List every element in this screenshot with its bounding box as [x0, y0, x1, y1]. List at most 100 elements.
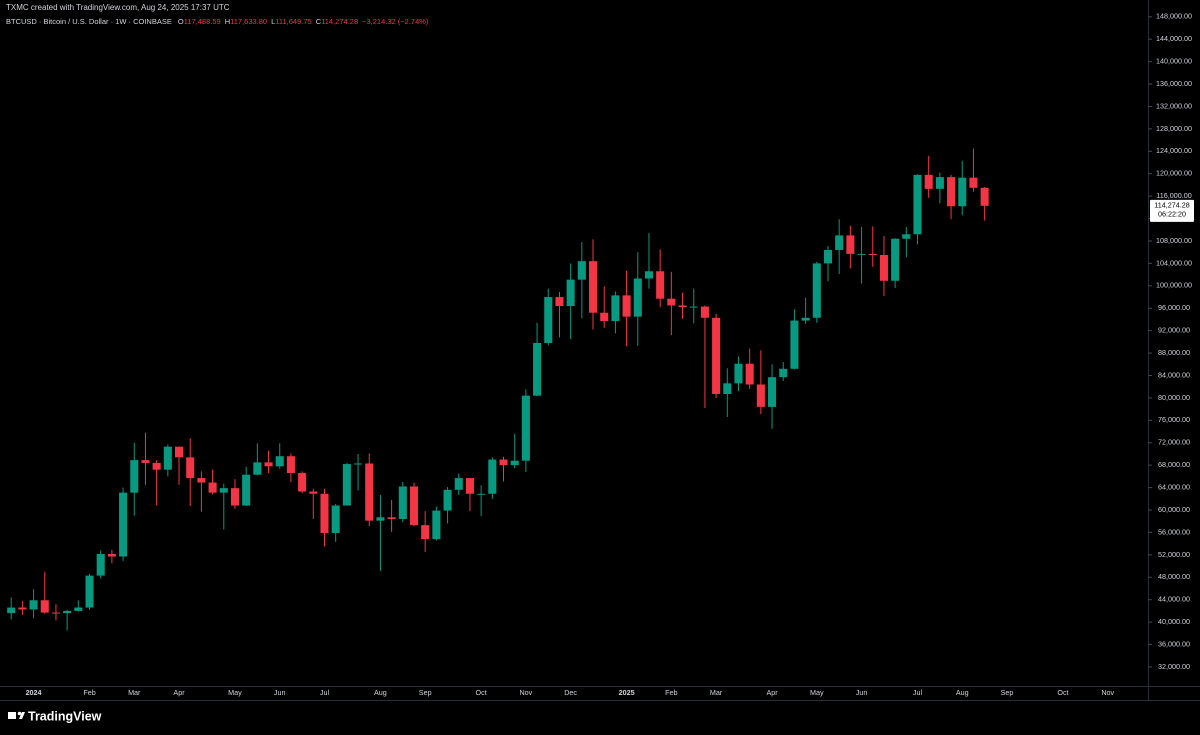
candle-body — [488, 459, 497, 494]
y-tick-label: 44,000.00 — [1158, 595, 1190, 604]
x-tick-label: Aug — [956, 688, 969, 697]
candle-body — [935, 177, 944, 189]
candle-body — [309, 491, 318, 494]
candle-body — [376, 517, 385, 521]
y-tick-label: 132,000.00 — [1156, 101, 1192, 110]
y-tick-label: 72,000.00 — [1158, 438, 1190, 447]
x-tick-label: Aug — [374, 688, 387, 697]
y-tick-label: 120,000.00 — [1156, 169, 1192, 178]
candle-body — [980, 187, 989, 206]
candle-body — [779, 368, 788, 378]
candle-body — [174, 446, 184, 458]
x-tick-label: Nov — [1101, 688, 1114, 697]
candle-body — [365, 463, 374, 521]
y-tick-label: 108,000.00 — [1156, 236, 1192, 245]
candles — [7, 148, 989, 631]
x-tick-label: 2024 — [26, 688, 42, 697]
candle-body — [96, 554, 105, 576]
candle-body — [286, 456, 295, 474]
ohlc-key: O — [178, 17, 184, 26]
candle-body — [119, 492, 128, 557]
x-tick-label: May — [810, 688, 824, 697]
candle-body — [958, 177, 967, 207]
y-tick-label: 104,000.00 — [1156, 258, 1192, 267]
candle-body — [18, 607, 27, 610]
candle-body — [320, 493, 329, 533]
x-tick-label: Apr — [173, 688, 185, 697]
x-tick-label: Jun — [274, 688, 286, 697]
candle-body — [544, 297, 553, 343]
candle-body — [633, 278, 642, 317]
candle-body — [902, 234, 911, 239]
ohlc-value: 117,633.80 — [230, 17, 267, 26]
y-tick-label: 100,000.00 — [1156, 281, 1192, 290]
x-tick-label: Sep — [1001, 688, 1014, 697]
candle-body — [163, 446, 172, 470]
x-tick-label: Jul — [913, 688, 923, 697]
y-tick-label: 116,000.00 — [1156, 191, 1191, 200]
candle-body — [342, 464, 351, 506]
candle-body — [354, 463, 363, 465]
candle-body — [230, 488, 239, 506]
candle-body — [74, 607, 83, 611]
candle-body — [421, 525, 430, 540]
ohlc-key: H — [225, 17, 230, 26]
candle-body — [130, 460, 139, 493]
x-tick-label: Apr — [766, 688, 778, 697]
candle-body — [242, 474, 251, 506]
candle-body — [756, 384, 765, 407]
x-tick-label: Oct — [476, 688, 487, 697]
chart-title: TXMC created with TradingView.com, Aug 2… — [6, 3, 230, 12]
y-tick-label: 88,000.00 — [1158, 348, 1190, 357]
symbol-info: BTCUSD · Bitcoin / U.S. Dollar · 1W · CO… — [6, 17, 172, 26]
candle-body — [533, 342, 542, 396]
branding: TradingView — [8, 709, 102, 723]
candle-body — [835, 235, 844, 250]
brand-name: TradingView — [28, 709, 102, 723]
logo-shape — [17, 711, 22, 716]
candle-body — [264, 462, 273, 467]
candle-body — [879, 255, 888, 281]
candle-body — [197, 478, 206, 483]
candle-body — [913, 174, 922, 235]
y-tick-label: 76,000.00 — [1158, 415, 1190, 424]
x-tick-label: Nov — [519, 688, 532, 697]
candle-body — [577, 261, 586, 280]
candle-body — [566, 279, 575, 307]
x-tick-label: Dec — [564, 688, 577, 697]
candle-body — [521, 395, 530, 461]
candle-body — [51, 612, 60, 614]
y-tick-label: 68,000.00 — [1158, 460, 1190, 469]
candle-body — [656, 271, 665, 299]
candle-body — [454, 478, 463, 490]
y-tick-label: 148,000.00 — [1156, 12, 1192, 21]
candle-body — [846, 235, 855, 254]
candle-body — [510, 460, 519, 466]
x-tick-label: May — [228, 688, 242, 697]
ohlc-value: 117,488.59 — [184, 17, 221, 26]
candle-body — [600, 312, 609, 322]
x-tick-label: Mar — [710, 688, 723, 697]
candle-body — [969, 177, 978, 188]
candle-body — [611, 295, 620, 322]
candle-body — [387, 517, 396, 519]
x-tick-label: Feb — [83, 688, 95, 697]
candle-body — [141, 460, 150, 463]
candle-body — [555, 297, 564, 307]
x-tick-label: 2025 — [619, 688, 635, 697]
change-value: −3,214.32 (−2.74%) — [362, 17, 429, 26]
candle-body — [85, 575, 94, 608]
candle-body — [857, 253, 866, 255]
y-tick-label: 40,000.00 — [1158, 617, 1190, 626]
countdown-label: 06:22:20 — [1158, 210, 1186, 219]
candle-body — [29, 600, 38, 610]
ohlc-value: 114,274.28 — [321, 17, 358, 26]
candle-body — [331, 505, 340, 533]
candle-body — [477, 493, 486, 495]
candle-body — [465, 478, 474, 494]
logo-shape — [8, 712, 16, 719]
candle-body — [790, 320, 799, 369]
candle-body — [734, 363, 743, 384]
